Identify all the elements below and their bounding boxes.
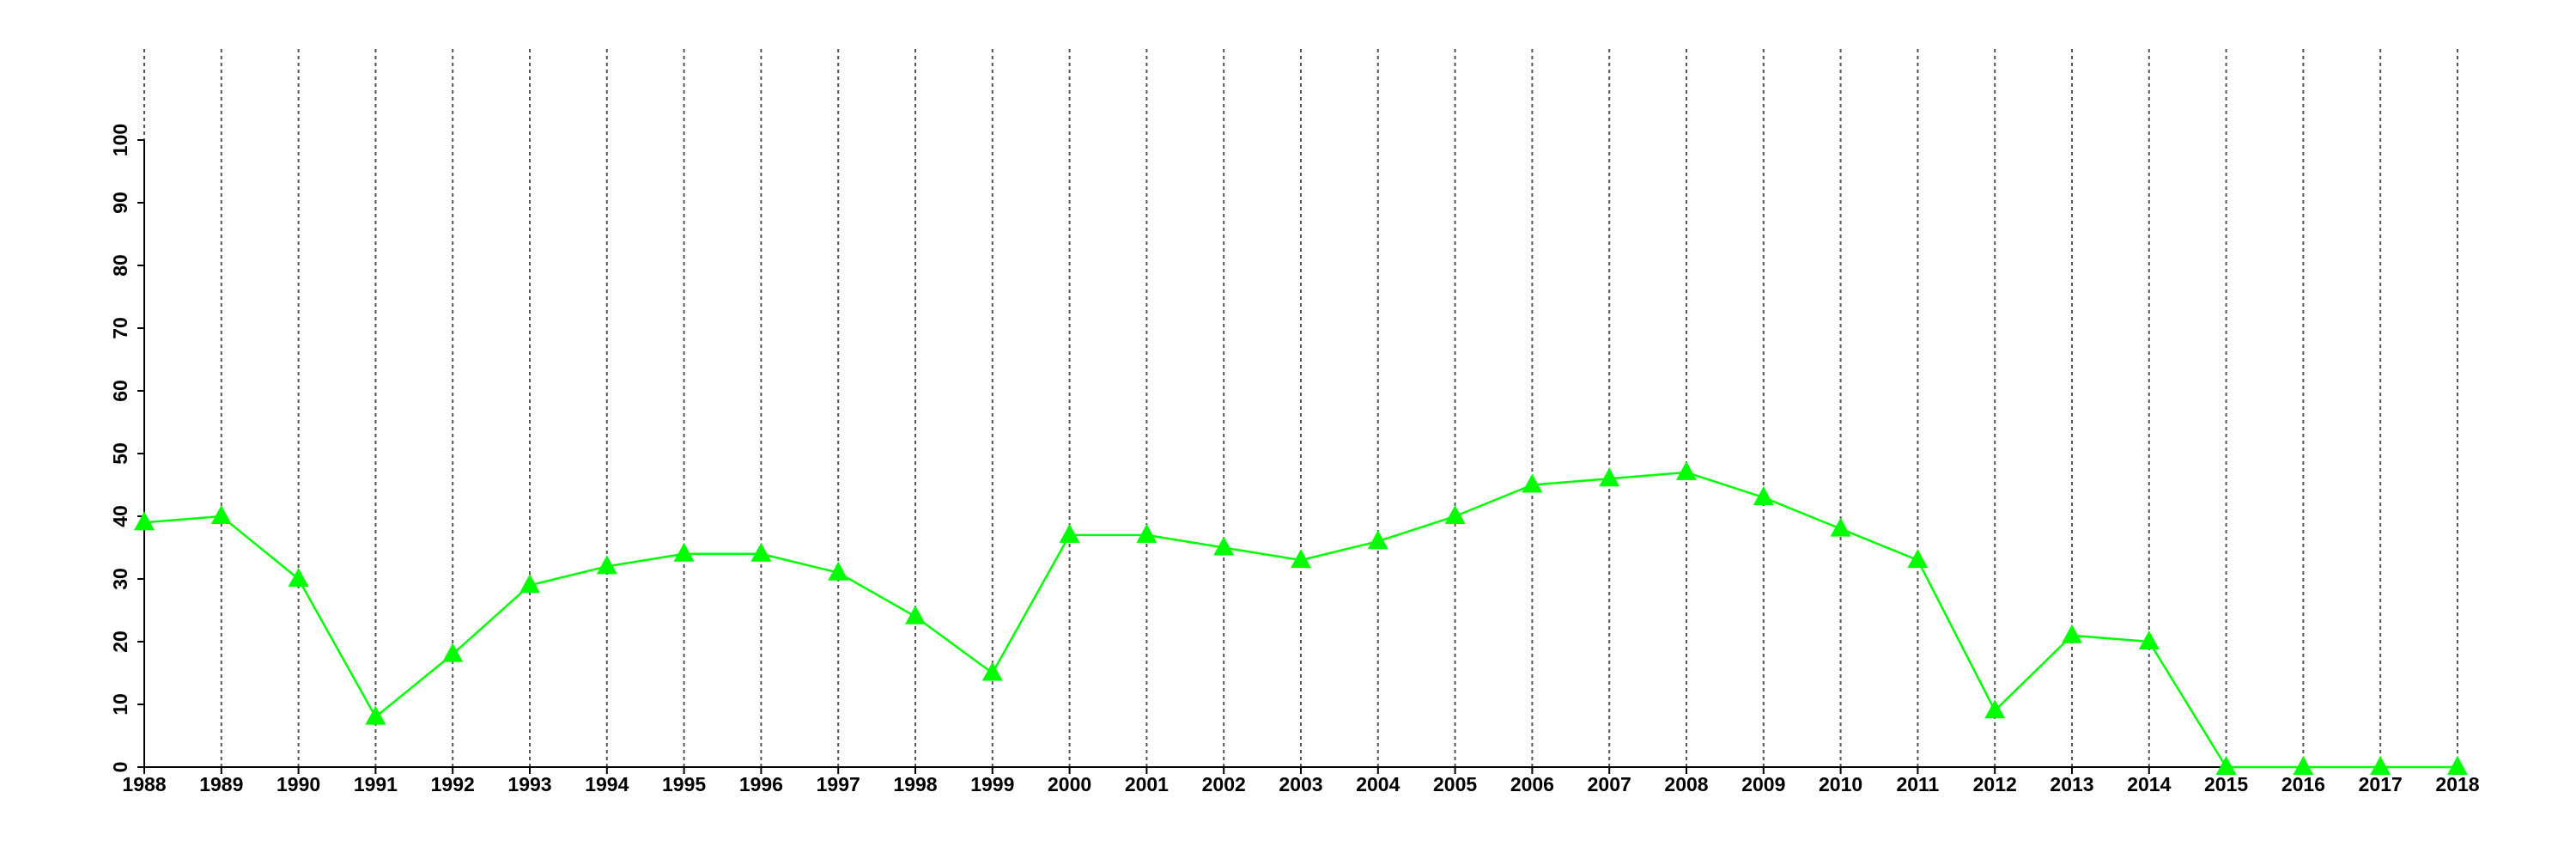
x-tick-label: 1990 [276,773,320,795]
marker [2215,756,2237,775]
x-tick-label: 2011 [1896,773,1939,795]
y-tick-label: 40 [109,505,131,527]
marker [828,561,849,581]
marker [2370,756,2391,775]
x-tick-label: 2000 [1048,773,1091,795]
x-tick-label: 1998 [893,773,937,795]
marker [1676,460,1697,480]
y-tick-label: 80 [109,254,131,277]
x-tick-label: 1988 [122,773,166,795]
y-tick-label: 90 [109,192,131,214]
x-tick-label: 2014 [2127,773,2171,795]
marker [2447,756,2468,775]
x-tick-label: 1993 [507,773,551,795]
x-tick-label: 2010 [1819,773,1862,795]
marker [673,542,695,562]
x-tick-label: 2012 [1973,773,2017,795]
x-tick-label: 2006 [1510,773,1554,795]
y-tick-label: 50 [109,442,131,465]
x-tick-label: 2015 [2204,773,2248,795]
x-tick-label: 1997 [817,773,860,795]
marker [1367,530,1388,550]
y-tick-label: 10 [109,693,131,716]
marker [1984,699,2006,719]
marker [1136,523,1157,543]
x-tick-label: 2008 [1664,773,1708,795]
marker [1907,549,1929,569]
x-tick-label: 1995 [662,773,706,795]
marker [365,705,386,725]
y-tick-label: 0 [109,762,131,773]
x-tick-label: 2009 [1741,773,1785,795]
y-tick-label: 30 [109,568,131,590]
y-tick-label: 20 [109,631,131,653]
marker [1753,486,1774,506]
marker [905,605,926,624]
marker [1599,467,1620,487]
x-tick-label: 1991 [354,773,398,795]
x-tick-label: 2013 [2050,773,2093,795]
y-tick-label: 70 [109,317,131,339]
marker [210,505,232,524]
marker [288,568,309,587]
x-tick-label: 2017 [2359,773,2403,795]
x-tick-label: 1989 [199,773,243,795]
x-tick-label: 2005 [1433,773,1477,795]
x-tick-label: 2004 [1356,773,1400,795]
x-tick-label: 1994 [585,773,629,795]
marker [2293,756,2314,775]
x-tick-label: 2016 [2281,773,2325,795]
marker [2062,624,2082,643]
marker [2138,631,2160,649]
marker [134,511,155,531]
marker [1291,549,1311,569]
x-tick-label: 2003 [1279,773,1322,795]
x-tick-label: 2007 [1588,773,1631,795]
marker [981,661,1003,681]
marker [519,574,540,594]
x-tick-label: 2001 [1125,773,1169,795]
x-tick-label: 1996 [739,773,783,795]
marker [750,542,772,562]
marker [596,555,617,575]
y-tick-label: 60 [109,380,131,402]
marker [1444,505,1466,524]
y-tick-label: 100 [109,124,131,156]
marker [442,643,464,662]
marker [1522,473,1543,493]
marker [1059,523,1080,543]
marker [1830,517,1851,537]
x-tick-label: 1992 [431,773,475,795]
x-tick-label: 2002 [1202,773,1246,795]
x-tick-label: 1999 [970,773,1014,795]
x-tick-label: 2018 [2435,773,2479,795]
marker [1213,536,1235,556]
